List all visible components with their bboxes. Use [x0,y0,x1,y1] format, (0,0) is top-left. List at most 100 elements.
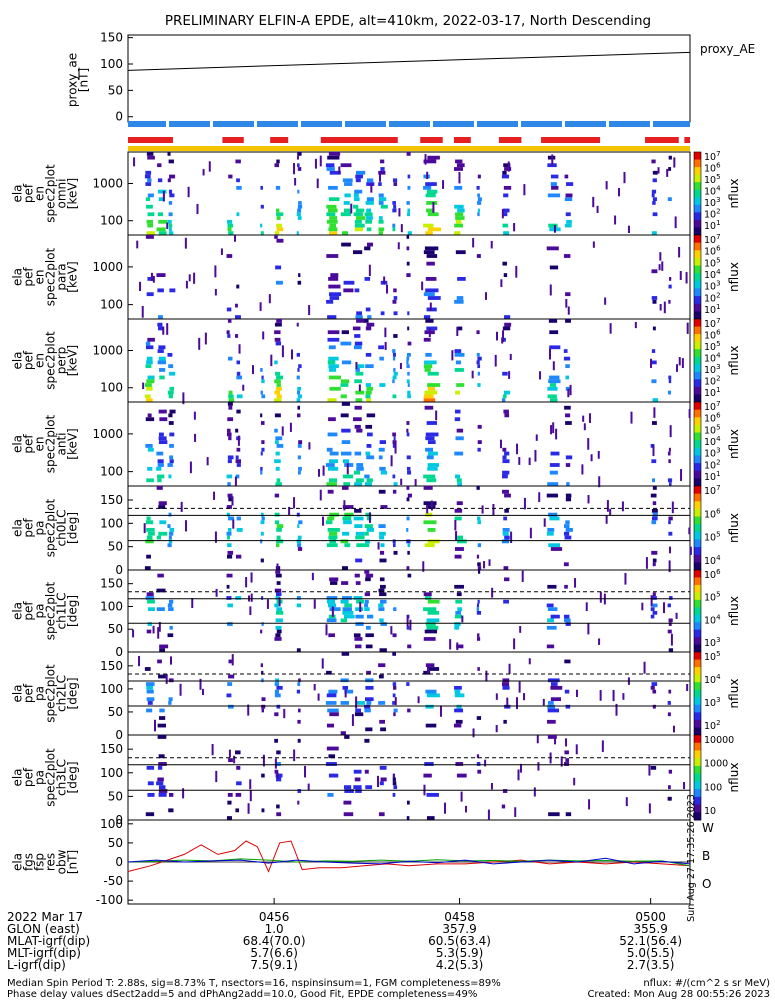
spectrogram-cell [327,792,334,797]
sparse-cell [288,506,291,516]
spectrogram-cell [275,573,282,578]
spectrogram-cell [652,512,658,517]
y-tick-label: 100 [100,57,123,71]
spectrogram-cell [364,277,371,281]
spectrogram-cell [365,219,373,224]
spectrogram-cell [365,685,374,690]
science-zone-bar [645,137,679,143]
spectrogram-cell [423,223,434,228]
epd-status-bar [128,146,690,151]
spectrogram-cell [454,689,461,694]
spectrogram-cell [364,543,370,548]
spectrogram-cell [379,550,385,555]
spectrogram-cell [145,539,154,544]
colorbar-segment [694,189,701,198]
sparse-cell [422,561,425,572]
y-tick-label: 50 [108,705,123,719]
colorbar-segment [694,364,701,373]
spectrogram-cell [340,394,347,399]
spectrogram-cell [392,432,396,437]
spectrogram-cell [454,368,464,372]
sparse-cell [661,261,664,271]
spectrogram-cell [427,611,440,615]
info-row-value: 5.7(6.6) [250,946,298,960]
spectrogram-cell [341,402,351,406]
spectrogram-cell [427,212,439,217]
sparse-cell [442,180,445,189]
spectrogram-cell [651,159,656,164]
spectrogram-cell [427,371,439,376]
ylabel-line: [keV] [66,345,80,376]
spectrogram-cell [156,227,166,232]
spectrogram-cell [296,375,300,380]
y-tick-label: 100 [100,516,123,530]
sparse-cell [604,297,607,305]
sparse-cell [672,725,675,733]
spectrogram-cell [456,163,465,168]
spectrogram-cell [367,315,372,319]
colorbar-segment [694,750,701,759]
colorbar-tick-label: 102 [704,458,721,471]
spectrogram-cell [393,204,397,209]
ylabel-line: ch3LC [55,759,69,796]
spectrogram-cell [227,682,233,686]
sparse-cell [500,279,503,287]
spectrogram-cell [423,592,432,597]
info-row-label: GLON (east) [7,922,80,936]
ylabel-line: res [44,853,58,871]
ylabel-line: en [33,437,47,452]
spectrogram-cell [355,315,363,319]
sparse-cell [390,455,393,467]
spectrogram-cell [355,398,363,402]
sparse-cell [657,167,660,174]
spectrogram-cell [341,566,348,570]
spectrogram-cell [158,356,166,361]
spectrogram-cell [328,356,339,361]
sparse-cell [622,693,625,700]
spectrogram-cell [380,622,387,626]
spectrogram-cell [146,478,154,483]
spectrogram-cell [296,596,301,600]
spectrogram-cell [235,792,242,797]
spectrogram-cell [366,413,376,418]
spectrogram-cell [427,386,436,391]
spectrogram-cell [378,455,383,460]
sparse-cell [514,807,517,817]
spectrogram-cell [547,678,560,683]
spectrogram-cell [226,254,233,258]
spectrogram-cell [226,531,232,536]
spectrogram-cell [340,212,351,217]
spectrogram-cell [454,231,461,235]
sparse-cell [351,714,354,726]
spectrogram-cell [667,629,672,634]
spectrogram-cell [379,558,387,563]
spectrogram-cell [378,201,384,205]
spectrogram-cell [297,543,302,548]
sparse-cell [588,799,591,810]
spectrogram-cell [502,447,507,452]
spectrogram-cell [392,178,398,183]
info-row-value: 7.5(9.1) [250,958,298,972]
colorbar-tick-label: 101 [704,386,721,399]
spectrogram-cell [328,754,336,759]
sparse-cell [552,422,555,434]
spectrogram-cell [296,689,301,694]
spectrogram-cell [228,758,233,763]
info-row-value: 1.0 [265,922,284,936]
spectrogram-cell [326,596,338,600]
spectrogram-cell [158,440,168,444]
spectrogram-cell [565,319,571,323]
spectrogram-cell [378,227,384,232]
spectrogram-cell [260,413,263,418]
ylabel-line: en [33,270,47,285]
sparse-cell [414,479,417,486]
spectrogram-cell [455,216,465,220]
sparse-cell [143,523,146,534]
sparse-cell [582,415,585,422]
spectrogram-cell [355,478,364,483]
spectrogram-cell [276,777,282,782]
spectrogram-cell [652,478,655,483]
spectrogram-cell [454,625,460,630]
spectrogram-cell [425,689,437,694]
sparse-cell [242,384,245,391]
